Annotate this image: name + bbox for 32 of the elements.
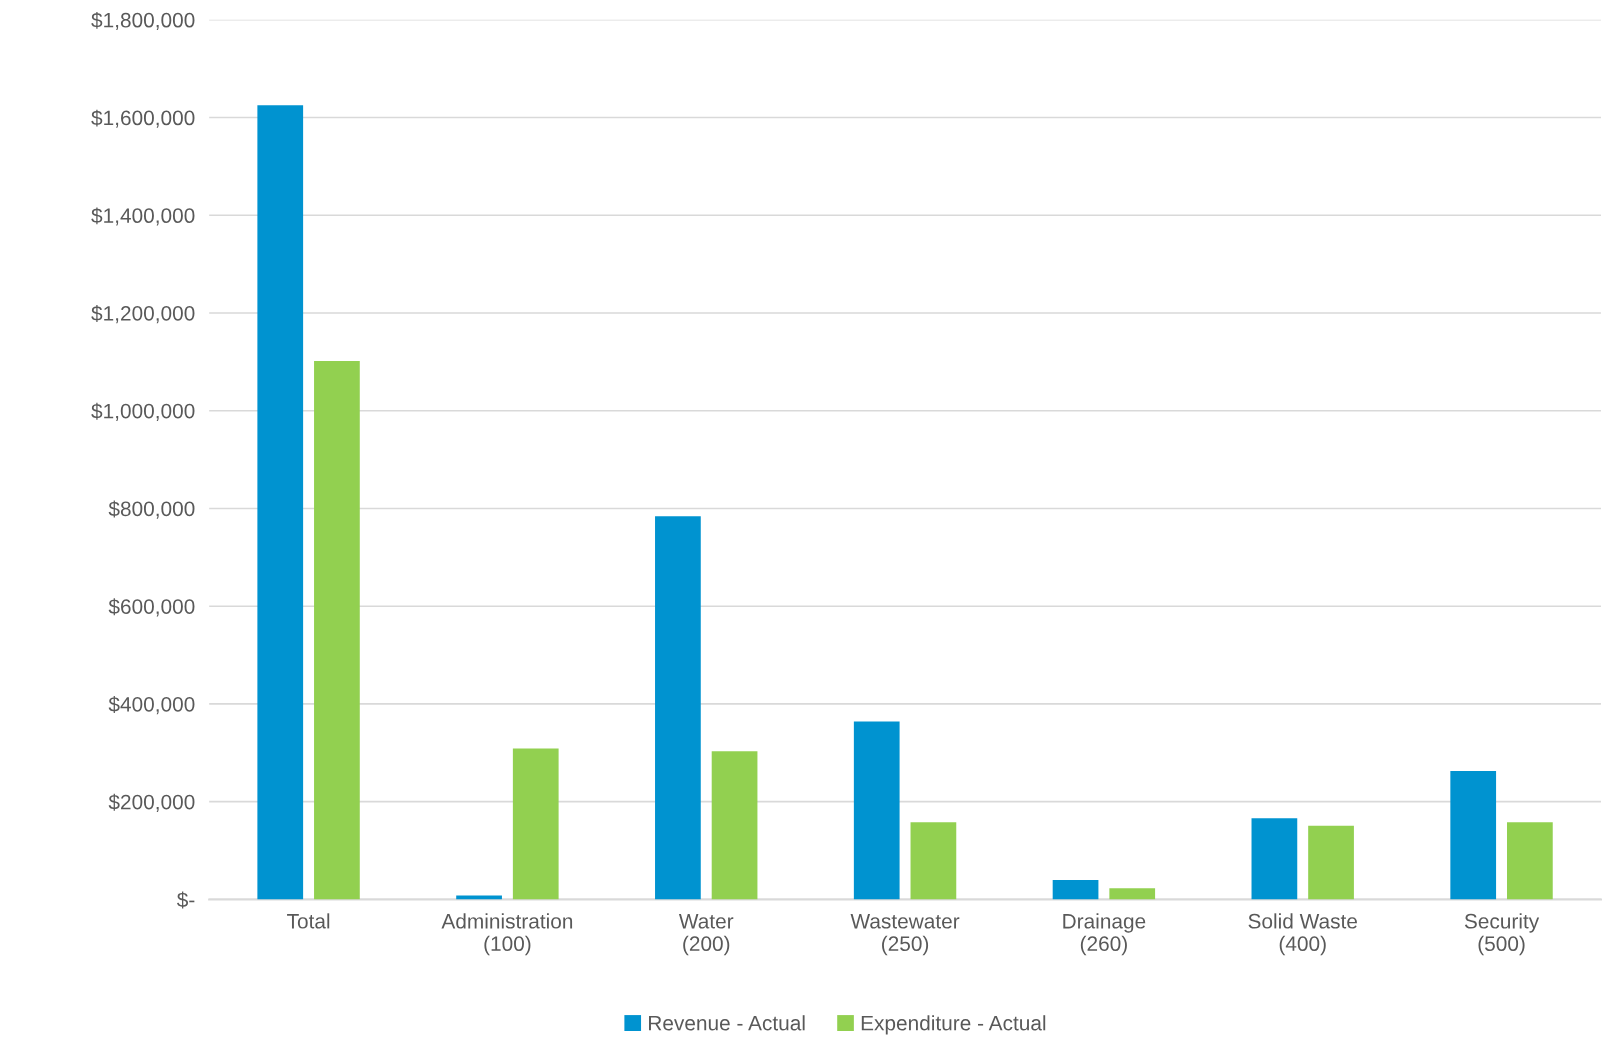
y-tick-label: $400,000 [108,696,195,715]
bar [910,822,957,900]
bar [1052,879,1099,900]
bar [1308,825,1354,900]
bar [1507,822,1553,900]
bar [1251,818,1298,900]
legend-label: Expenditure - Actual [861,1015,1046,1035]
bar [512,748,559,900]
y-tick-label: $800,000 [108,500,195,519]
bar [853,721,900,900]
y-tick-label: $1,400,000 [91,207,195,226]
x-tick-label: Solid Waste (400) [1248,913,1357,956]
bar [257,105,304,900]
y-tick-label: $200,000 [108,793,195,812]
y-tick-label: $1,000,000 [91,402,195,421]
x-tick-label: Security (500) [1464,913,1540,956]
bar [655,516,701,900]
x-tick-label: Wastewater (250) [850,914,960,956]
bar [1109,888,1156,900]
x-tick-label: Total [287,913,330,929]
y-tick-label: $- [176,891,195,909]
bar [314,360,360,900]
legend-label: Revenue - Actual [649,1015,805,1031]
y-tick-label: $1,600,000 [91,109,195,128]
bar [711,751,758,900]
x-tick-label: Administration (100) [441,913,573,956]
y-tick-label: $600,000 [108,598,195,617]
y-tick-label: $1,200,000 [91,305,195,324]
y-tick-label: $1,800,000 [91,11,195,30]
x-tick-label: Drainage (260) [1063,913,1146,956]
bar [1450,770,1497,900]
x-tick-label: Water (200) [678,914,734,956]
